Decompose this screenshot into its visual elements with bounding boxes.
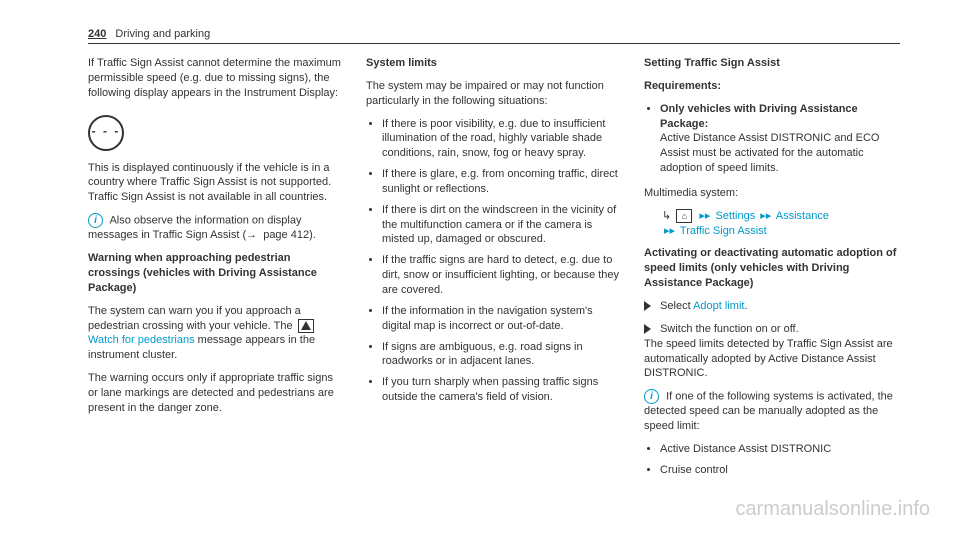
text: Select [660, 300, 693, 312]
subheading: Warning when approaching pedestrian cros… [88, 251, 344, 296]
list-item: If the traffic signs are hard to detect,… [382, 253, 622, 298]
text: Active Distance Assist DISTRONIC and ECO… [660, 132, 879, 174]
list-item: If there is poor visibility, e.g. due to… [382, 117, 622, 162]
list-item: If there is glare, e.g. from oncoming tr… [382, 167, 622, 197]
label: Requirements: [644, 79, 900, 94]
list-item: Active Distance Assist DISTRONIC [660, 442, 900, 457]
section-title: Driving and parking [115, 28, 210, 40]
home-icon: ⌂ [676, 209, 692, 223]
list-item: Only vehicles with Driving Assistance Pa… [660, 102, 900, 176]
content-columns: If Traffic Sign Assist cannot determine … [88, 56, 900, 488]
bullet-list: If there is poor visibility, e.g. due to… [366, 117, 622, 405]
column-2: System limits The system may be impaired… [366, 56, 622, 488]
paragraph: If Traffic Sign Assist cannot determine … [88, 56, 344, 101]
column-1: If Traffic Sign Assist cannot determine … [88, 56, 344, 488]
link-text: Watch for pedestrians [88, 334, 195, 346]
page-header: 240 Driving and parking [88, 28, 900, 44]
chevron-icon: ▸▸ [664, 225, 675, 237]
paragraph: This is displayed continuously if the ve… [88, 161, 344, 206]
step: Switch the function on or off. The speed… [644, 322, 900, 381]
subheading: Activating or deactivating automatic ado… [644, 246, 900, 291]
step-marker-icon [644, 324, 651, 334]
speed-unknown-icon: - - - [88, 115, 124, 151]
paragraph: The system may be impaired or may not fu… [366, 79, 622, 109]
list-item: If there is dirt on the windscreen in th… [382, 203, 622, 248]
menu-path: ↳ ⌂ ▸▸ Settings ▸▸ Assistance ▸▸ Traffic… [644, 209, 900, 239]
info-icon: i [644, 389, 659, 404]
text: The system can warn you if you approach … [88, 305, 301, 332]
bold-text: Only vehicles with Driving Assistance Pa… [660, 103, 858, 130]
bullet-list: Active Distance Assist DISTRONIC Cruise … [644, 442, 900, 478]
chevron-icon: ▸▸ [699, 210, 710, 222]
text: Switch the function on or off. [660, 323, 799, 335]
info-text: If one of the following systems is activ… [644, 391, 893, 433]
text: . [744, 300, 747, 312]
info-note: i Also observe the information on displa… [88, 213, 344, 243]
page: 240 Driving and parking If Traffic Sign … [0, 0, 960, 533]
column-3: Setting Traffic Sign Assist Requirements… [644, 56, 900, 488]
warning-triangle-icon [298, 319, 314, 333]
chevron-icon: ▸▸ [760, 210, 771, 222]
menu-item: Settings [715, 210, 755, 222]
page-number: 240 [88, 28, 106, 40]
list-item: If you turn sharply when passing traffic… [382, 375, 622, 405]
arrow-icon: → [246, 229, 257, 241]
link-text: Adopt limit [693, 300, 744, 312]
list-item: If signs are ambiguous, e.g. road signs … [382, 340, 622, 370]
text: The speed limits detected by Traffic Sig… [644, 338, 893, 380]
menu-item: Traffic Sign Assist [680, 225, 767, 237]
info-text: page 412). [260, 229, 316, 241]
subheading: System limits [366, 56, 622, 71]
label: Multimedia system: [644, 186, 900, 201]
paragraph: The system can warn you if you approach … [88, 304, 344, 363]
paragraph: The warning occurs only if appropriate t… [88, 371, 344, 416]
bullet-list: Only vehicles with Driving Assistance Pa… [644, 102, 900, 176]
step-marker-icon [644, 301, 651, 311]
menu-item: Assistance [776, 210, 829, 222]
list-item: If the information in the navigation sys… [382, 304, 622, 334]
subheading: Setting Traffic Sign Assist [644, 56, 900, 71]
step: Select Adopt limit. [644, 299, 900, 314]
info-note: i If one of the following systems is act… [644, 389, 900, 434]
path-arrow-icon: ↳ [662, 210, 671, 222]
info-icon: i [88, 213, 103, 228]
list-item: Cruise control [660, 463, 900, 478]
